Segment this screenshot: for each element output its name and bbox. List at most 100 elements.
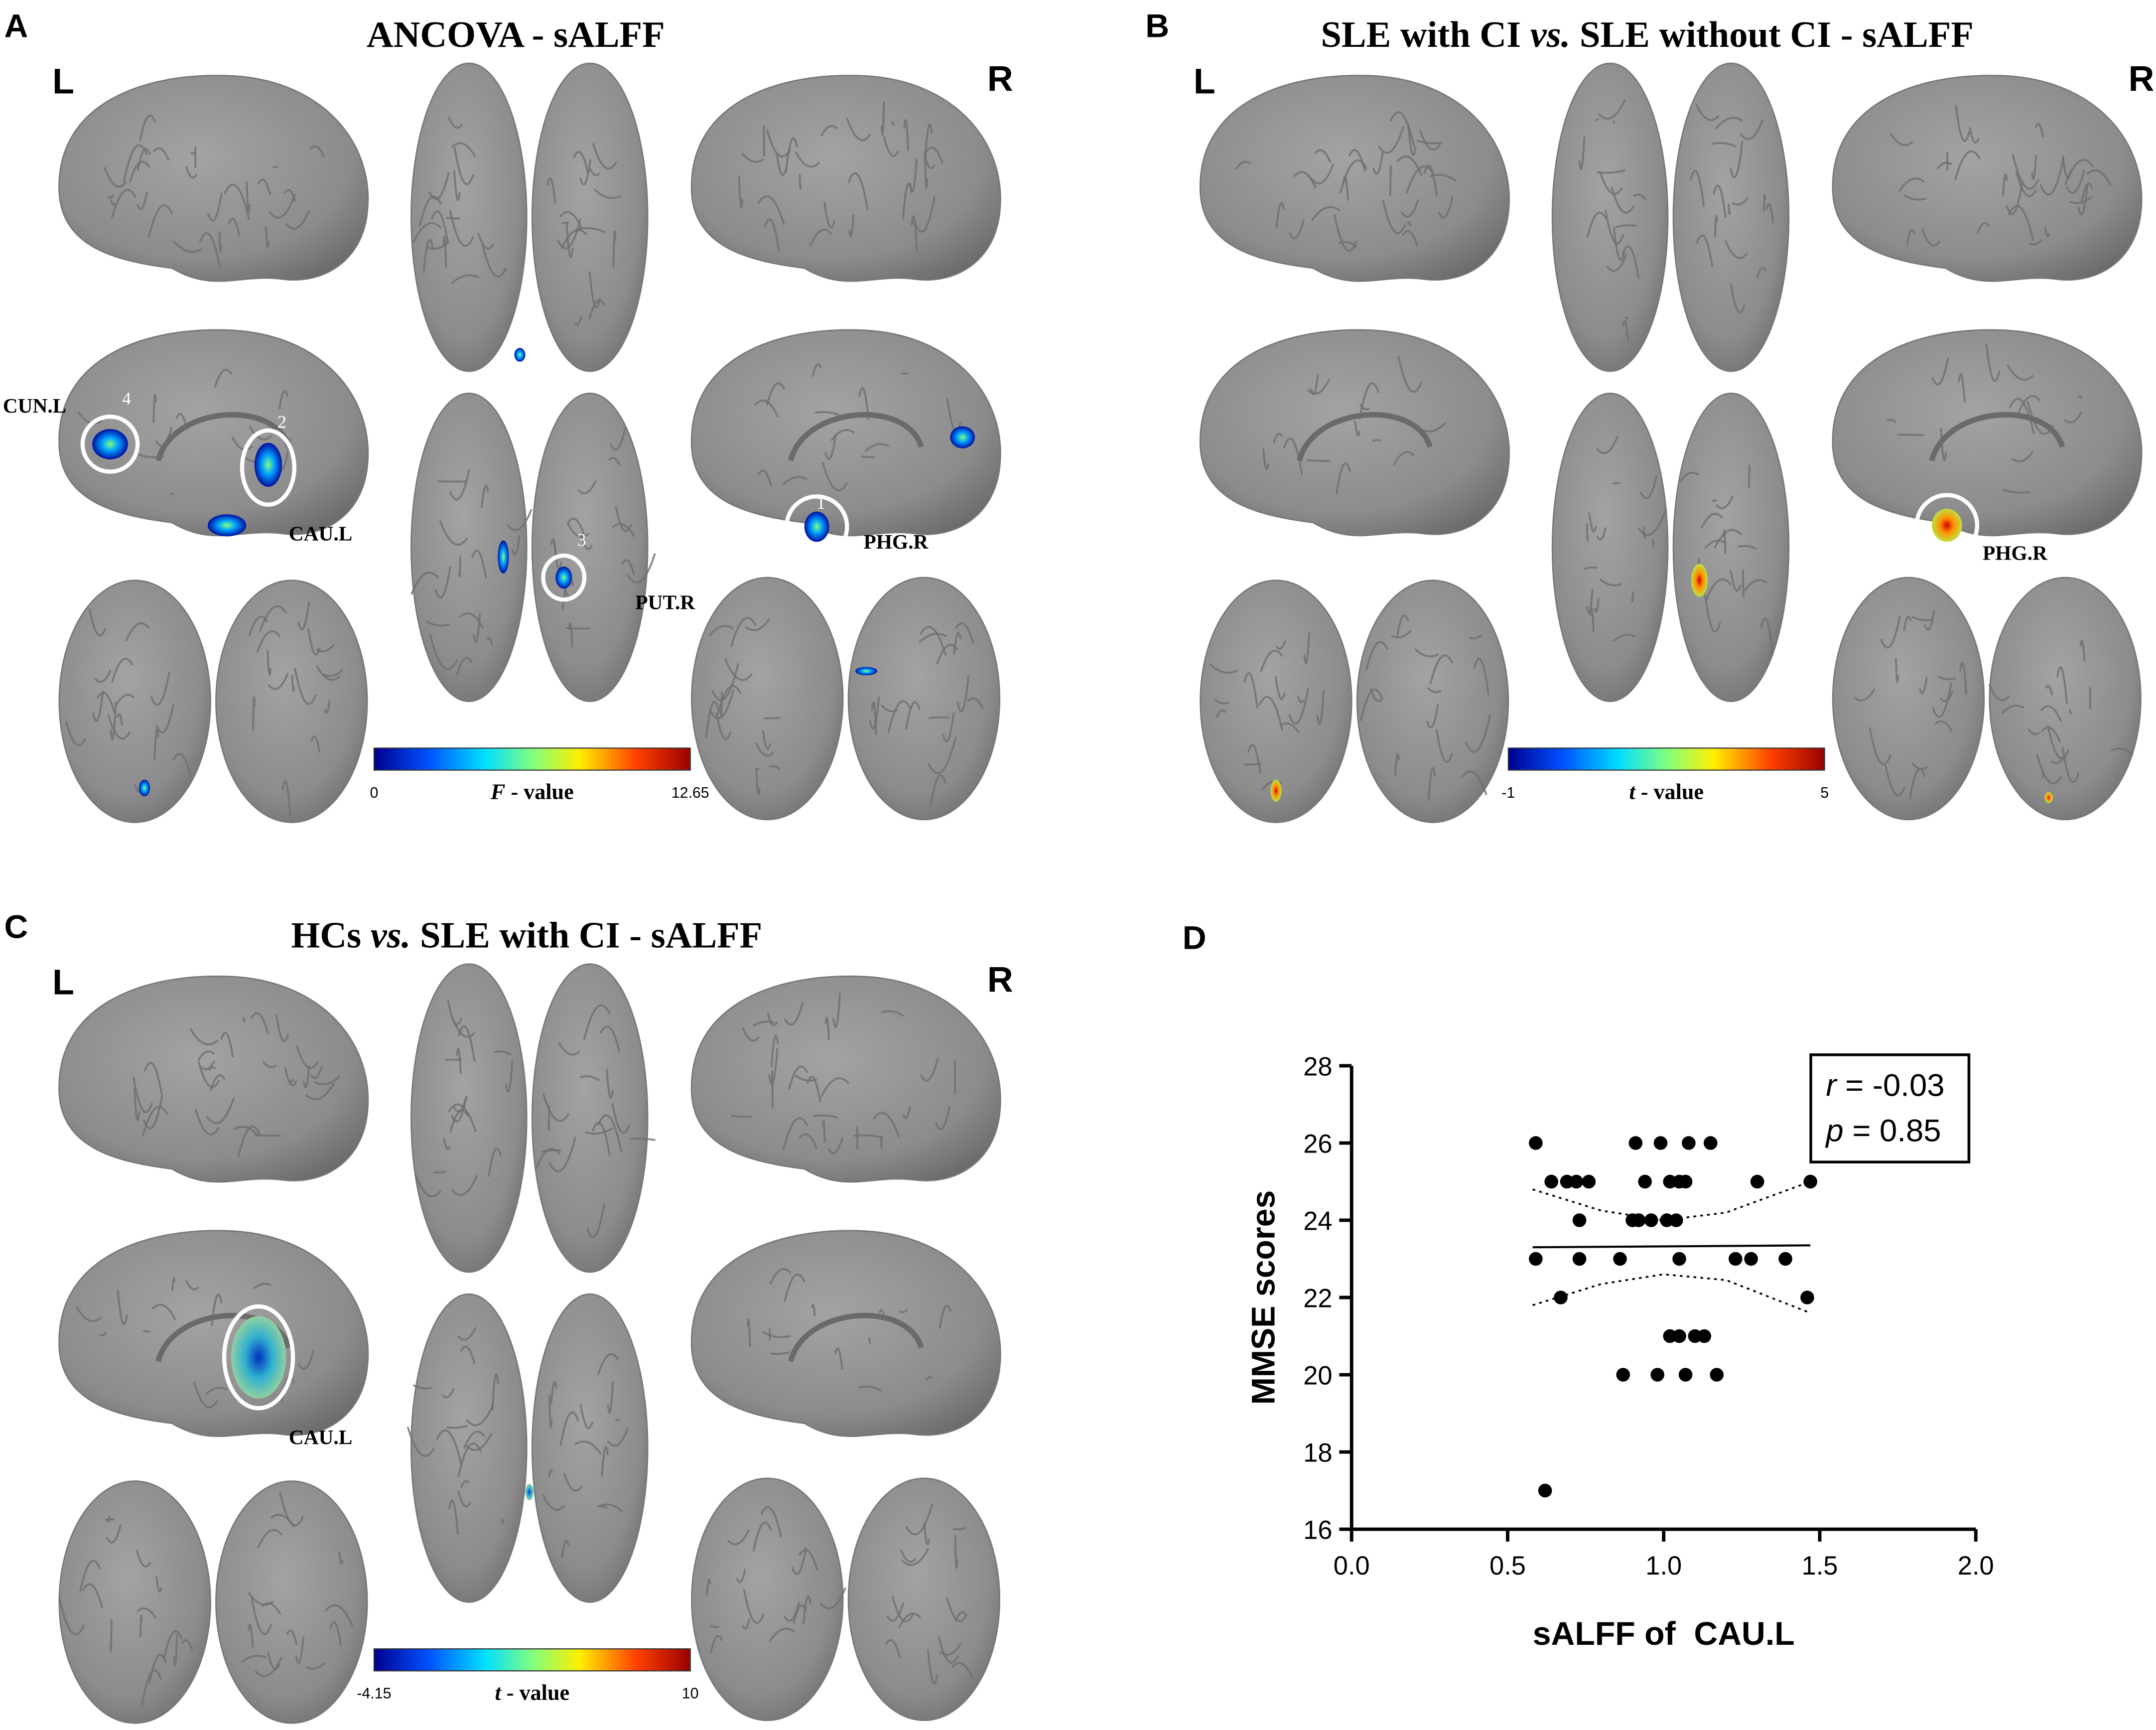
ci-lower — [1532, 1273, 1811, 1314]
hemisphere — [410, 392, 528, 702]
corpus — [155, 412, 292, 462]
point — [1650, 1368, 1665, 1382]
sulcus — [150, 672, 170, 706]
sulcus — [2069, 196, 2092, 204]
y-tick-label: 22 — [1303, 1284, 1332, 1313]
sulcus — [123, 144, 148, 182]
sulcus — [715, 712, 732, 740]
title-part: vs. — [1530, 14, 1571, 55]
sulcus — [1611, 186, 1634, 214]
brain-lat — [58, 975, 369, 1183]
sulcus — [1427, 687, 1442, 693]
sulcus — [1748, 464, 1751, 488]
sulcus — [2026, 401, 2054, 435]
sulcus — [197, 1050, 215, 1061]
sulcus — [542, 1093, 569, 1122]
sulcus — [1407, 123, 1417, 156]
sulcus — [267, 650, 272, 676]
sulcus — [1954, 150, 1981, 180]
colorbar-max: 12.65 — [672, 785, 709, 801]
point — [1778, 1252, 1792, 1266]
roi-circle — [222, 1304, 295, 1411]
sulcus — [883, 136, 899, 157]
sulcus — [1279, 722, 1300, 733]
title-part: vs. — [371, 915, 411, 956]
activation — [804, 511, 829, 542]
sulcus — [601, 1446, 609, 1477]
sulcus — [783, 1601, 800, 1622]
point — [1572, 1213, 1587, 1227]
hemisphere — [58, 975, 369, 1183]
sulcus — [827, 1137, 843, 1154]
sulcus — [144, 1061, 163, 1094]
sulcus — [1976, 222, 1990, 235]
sulcus — [1406, 165, 1435, 194]
sulcus — [1705, 578, 1732, 601]
sulcus — [834, 1347, 843, 1370]
sulcus — [952, 1527, 967, 1531]
sulcus — [261, 1602, 281, 1615]
hemisphere — [58, 1480, 211, 1724]
colorbar-max: 5 — [1820, 785, 1829, 801]
brain-top — [410, 963, 656, 1273]
sulcus — [820, 1587, 846, 1610]
sulcus — [1919, 676, 1928, 695]
sulcus — [762, 1331, 791, 1338]
sulcus — [451, 274, 480, 284]
sulcus — [152, 1303, 176, 1321]
sulcus — [1744, 579, 1767, 591]
sulcus — [324, 1604, 354, 1627]
sulcus — [104, 167, 127, 188]
sulcus — [1348, 149, 1366, 171]
sulcus — [310, 1066, 323, 1079]
sulcus — [1711, 142, 1737, 147]
hemisphere — [691, 577, 844, 821]
hemisphere — [58, 579, 211, 823]
sulcus — [846, 118, 871, 141]
sulcus — [811, 1303, 816, 1317]
sulcus — [262, 1061, 277, 1068]
sulcus — [1621, 245, 1640, 279]
label-part: t — [1629, 780, 1636, 804]
sulcus — [1740, 119, 1763, 140]
sulcus — [286, 1629, 298, 1645]
sulcus — [1955, 105, 1970, 142]
sulcus — [110, 702, 117, 740]
sulcus — [241, 1655, 267, 1663]
sulcus — [799, 174, 802, 190]
sulcus — [597, 1114, 622, 1153]
sulcus — [573, 150, 589, 174]
sulcus — [267, 1652, 280, 1670]
hemisphere-label: R — [987, 59, 1013, 99]
sulcus — [954, 1535, 958, 1569]
sulcus — [295, 1636, 305, 1664]
hemisphere — [58, 1230, 369, 1437]
sulcus — [1854, 688, 1876, 702]
sulcus — [1934, 720, 1953, 732]
hemisphere — [847, 577, 1001, 821]
sulcus — [451, 1174, 478, 1196]
point — [1529, 1136, 1543, 1150]
sulcus — [1469, 634, 1483, 640]
roi-circle — [541, 553, 587, 602]
sulcus — [771, 1070, 774, 1109]
sulcus — [228, 218, 241, 237]
sulcus — [117, 1290, 128, 1325]
sulcus — [505, 1061, 514, 1093]
annotation-box — [1809, 1053, 1971, 1163]
sulcus — [858, 387, 870, 420]
sulcus — [1215, 709, 1226, 719]
sulcus — [2064, 412, 2082, 424]
y-tick-label: 18 — [1303, 1439, 1332, 1467]
sulcus — [768, 1048, 779, 1085]
hemisphere — [58, 75, 369, 282]
panel-title: SLE with CI vs. SLE without CI - sALFF — [1321, 14, 1974, 55]
sulcus — [868, 1337, 871, 1344]
sulcus — [585, 1127, 613, 1135]
sulcus — [1760, 617, 1774, 655]
brain-lat — [1832, 75, 2143, 282]
title-part: HCs — [291, 915, 370, 956]
sulcus — [1583, 566, 1598, 571]
sulcus — [471, 549, 487, 578]
sulcus — [1732, 197, 1749, 206]
